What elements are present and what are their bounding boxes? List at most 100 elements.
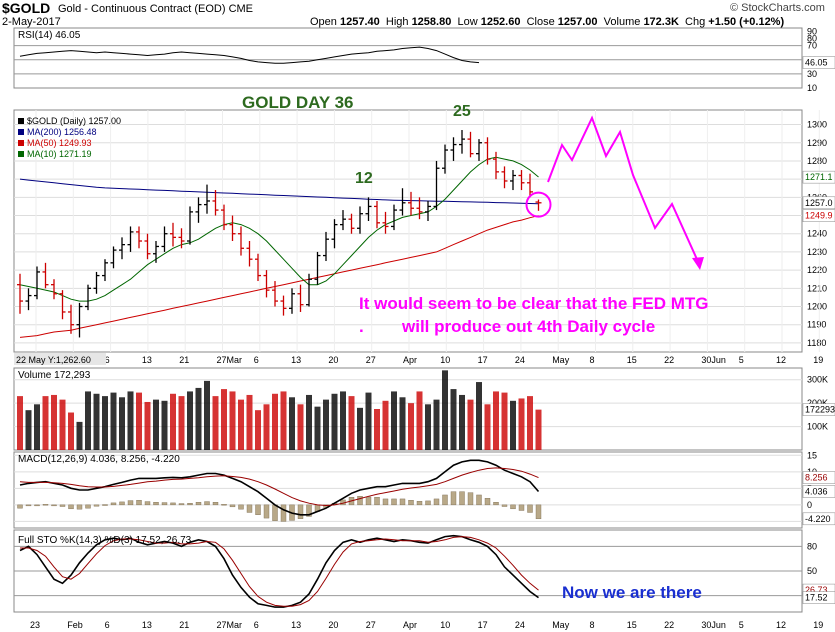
volume-bar (510, 400, 516, 450)
price-x-tick-label: 5 (739, 355, 744, 365)
volume-bar (25, 410, 32, 450)
macd-histogram-bar (476, 494, 482, 506)
bottom-x-tick-label: 27 (366, 620, 376, 630)
volume-bar (187, 391, 193, 450)
volume-bar (527, 396, 533, 450)
price-x-tick-label: 20 (328, 355, 338, 365)
annotation-12: 12 (355, 170, 373, 187)
macd-histogram-bar (518, 504, 525, 511)
volume-bar (170, 393, 176, 450)
annotation-25: 25 (453, 103, 471, 120)
price-x-tick-label: 30Jun (701, 355, 726, 365)
bottom-x-tick-label: 24 (515, 620, 525, 630)
macd-histogram-bar (484, 498, 491, 506)
macd-histogram-bar (59, 504, 66, 507)
bottom-x-tick-label: 6 (254, 620, 259, 630)
volume-bar (357, 407, 363, 450)
price-legend-entry: MA(50) 1249.93 (27, 138, 92, 148)
macd-histogram-bar (365, 496, 372, 506)
volume-bar (221, 389, 227, 450)
macd-histogram-bar (76, 504, 83, 510)
macd-histogram-bar (357, 496, 363, 506)
bottom-x-tick-label: 12 (776, 620, 786, 630)
volume-tick-label: 300K (807, 375, 828, 385)
chg-value: +1.50 (+0.12%) (708, 16, 785, 28)
date-range-tag-bg (14, 353, 106, 365)
macd-histogram-bar (382, 498, 389, 506)
price-tick-label: 1300 (807, 120, 827, 130)
volume-bar (272, 393, 278, 450)
price-tick-label: 1280 (807, 156, 827, 166)
sto-k-line (19, 534, 539, 608)
macd-histogram-bar (195, 502, 202, 506)
bottom-x-tick-label: 21 (179, 620, 189, 630)
bottom-x-tick-label: 22 (664, 620, 674, 630)
sto-d-tag: 26.73 (805, 585, 828, 595)
volume-bar (93, 393, 100, 450)
price-legend-entry: MA(200) 1256.48 (27, 127, 97, 137)
bottom-x-tick-label: 23 (30, 620, 40, 630)
macd-histogram-bar (68, 504, 74, 510)
price-tick-label: 1190 (807, 320, 826, 330)
volume-bar (493, 391, 499, 450)
volume-bar (314, 406, 321, 450)
volume-bar (204, 380, 210, 450)
rsi-last-tag-bg (802, 56, 835, 69)
volume-bar (501, 392, 508, 450)
volume-bar (153, 399, 159, 450)
volume-bar (340, 391, 346, 450)
price-x-tick-label: Apr (403, 355, 417, 365)
volume-bar (68, 412, 74, 450)
rsi-tick-label: 30 (807, 69, 817, 79)
price-x-tick-label: 17 (478, 355, 488, 365)
bottom-x-tick-label: 27Mar (217, 620, 243, 630)
volume-bar (42, 396, 49, 450)
macd-value-tag: 4.036 (805, 487, 828, 497)
macd-signal-tag-bg (802, 471, 835, 484)
volume-bar (518, 398, 525, 450)
macd-tick-label: 0 (807, 500, 812, 510)
volume-bar (467, 399, 474, 450)
macd-histogram-bar (161, 502, 168, 506)
macd-histogram-bar (17, 504, 23, 509)
volume-bar (212, 396, 219, 450)
volume-bar (399, 397, 406, 450)
price-tick-label: 1290 (807, 138, 827, 148)
macd-histogram-bar (110, 502, 117, 506)
volume-bar (85, 391, 91, 450)
price-x-tick-label: 24 (515, 355, 525, 365)
macd-signal-line (19, 467, 539, 507)
chart-date: 2-May-2017 (2, 16, 61, 28)
price-x-tick-label: 22 (664, 355, 674, 365)
volume-label: Volume (603, 16, 641, 28)
price-x-tick-label: 13 (142, 355, 152, 365)
price-x-tick-label: 12 (776, 355, 786, 365)
macd-histogram-bar (306, 504, 312, 517)
high-label: High (385, 16, 409, 28)
price-legend-entry: $GOLD (Daily) 1257.00 (27, 116, 121, 126)
volume-bar (119, 397, 125, 450)
macd-legend: MACD(12,26,9) 4.036, 8.256, -4.220 (18, 454, 180, 465)
macd-histogram-bar (442, 494, 448, 506)
volume-bar (102, 396, 108, 450)
macd-value-tag-bg (802, 485, 835, 498)
price-x-tick-label: 15 (627, 355, 637, 365)
price-x-tick-label: 27 (366, 355, 376, 365)
price-x-tick-label: 8 (590, 355, 595, 365)
volume-tag: 172293 (805, 405, 835, 415)
macd-histogram-bar (510, 504, 516, 510)
macd-hist-tag-bg (802, 512, 835, 526)
volume-bar (255, 410, 261, 450)
volume-bar (535, 409, 542, 450)
price-tick-label: 1200 (807, 302, 827, 312)
rsi-panel (13, 27, 803, 89)
instrument-name: Gold - Continuous Contract (EOD) CME (58, 3, 254, 15)
bottom-x-tick-label: Apr (403, 620, 417, 630)
price-x-tick-label: 27Mar (217, 355, 243, 365)
bottom-x-tick-label: 8 (590, 620, 595, 630)
macd-histogram-bar (467, 492, 474, 506)
macd-histogram-bar (450, 491, 457, 506)
chart-title: GOLD DAY 36 (242, 93, 354, 112)
macd-histogram-bar (280, 504, 287, 522)
rsi-last-tag: 46.05 (805, 58, 828, 68)
